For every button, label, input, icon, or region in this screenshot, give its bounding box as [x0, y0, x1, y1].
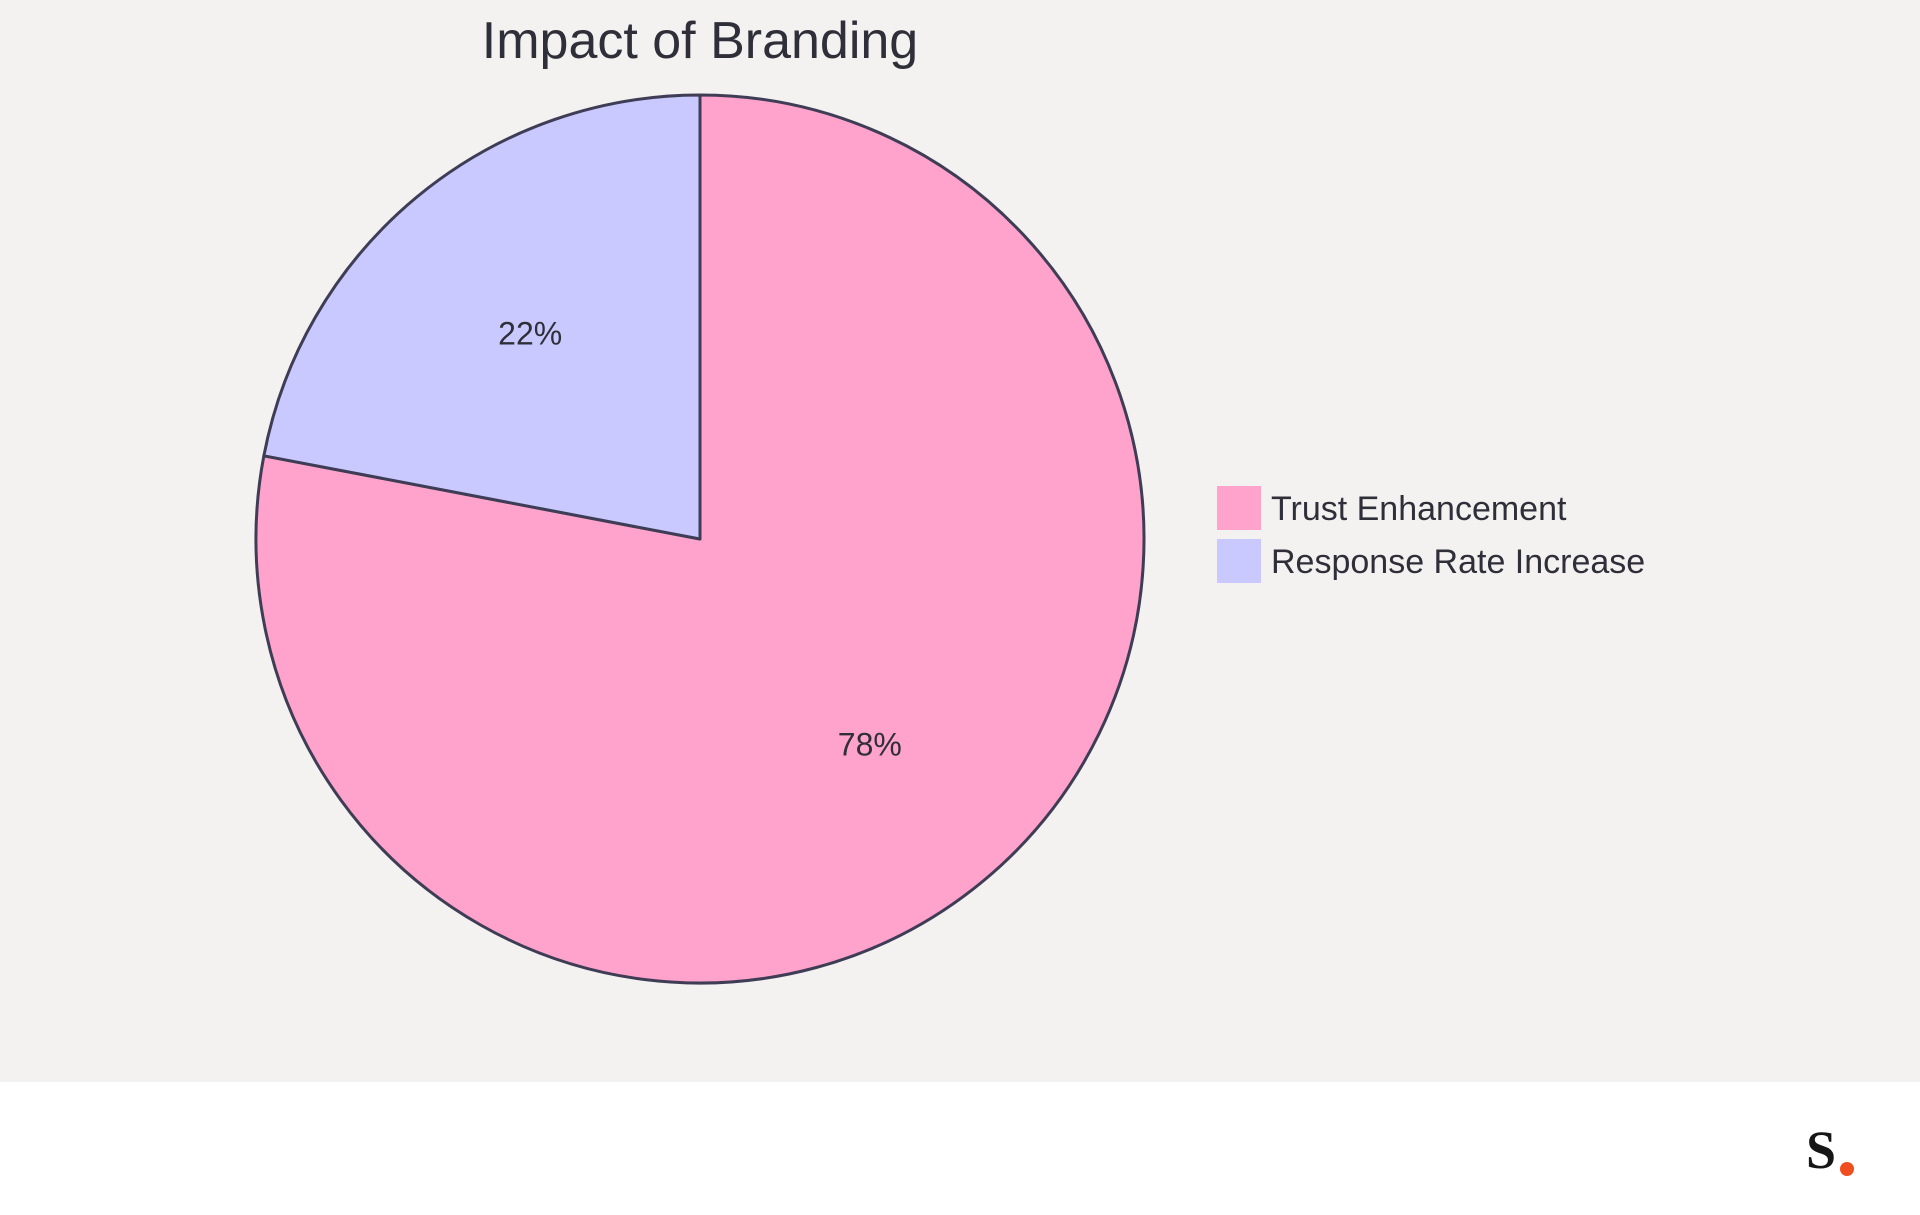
legend-swatch-2 — [1217, 539, 1261, 583]
legend-swatch-1 — [1217, 486, 1261, 530]
chart-title: Impact of Branding — [482, 12, 918, 70]
pie-labels: 78% 22% — [498, 316, 902, 763]
slice-label-2: 22% — [498, 316, 562, 352]
legend-label-2: Response Rate Increase — [1271, 543, 1645, 581]
footer — [0, 1082, 1920, 1215]
slice-label-1: 78% — [838, 726, 902, 762]
brand-logo-letter: S — [1806, 1120, 1837, 1180]
pie-slices — [254, 93, 1146, 985]
legend-label-1: Trust Enhancement — [1271, 490, 1567, 528]
legend: Trust Enhancement Response Rate Increase — [1217, 486, 1645, 583]
brand-logo-dot — [1840, 1162, 1854, 1176]
pie-slice-2 — [262, 93, 702, 541]
pie-slice-1 — [254, 93, 1146, 985]
brand-logo: S — [1806, 1122, 1866, 1184]
pie-chart: Impact of Branding 78% 22% Trust Enhancem… — [254, 12, 1645, 985]
